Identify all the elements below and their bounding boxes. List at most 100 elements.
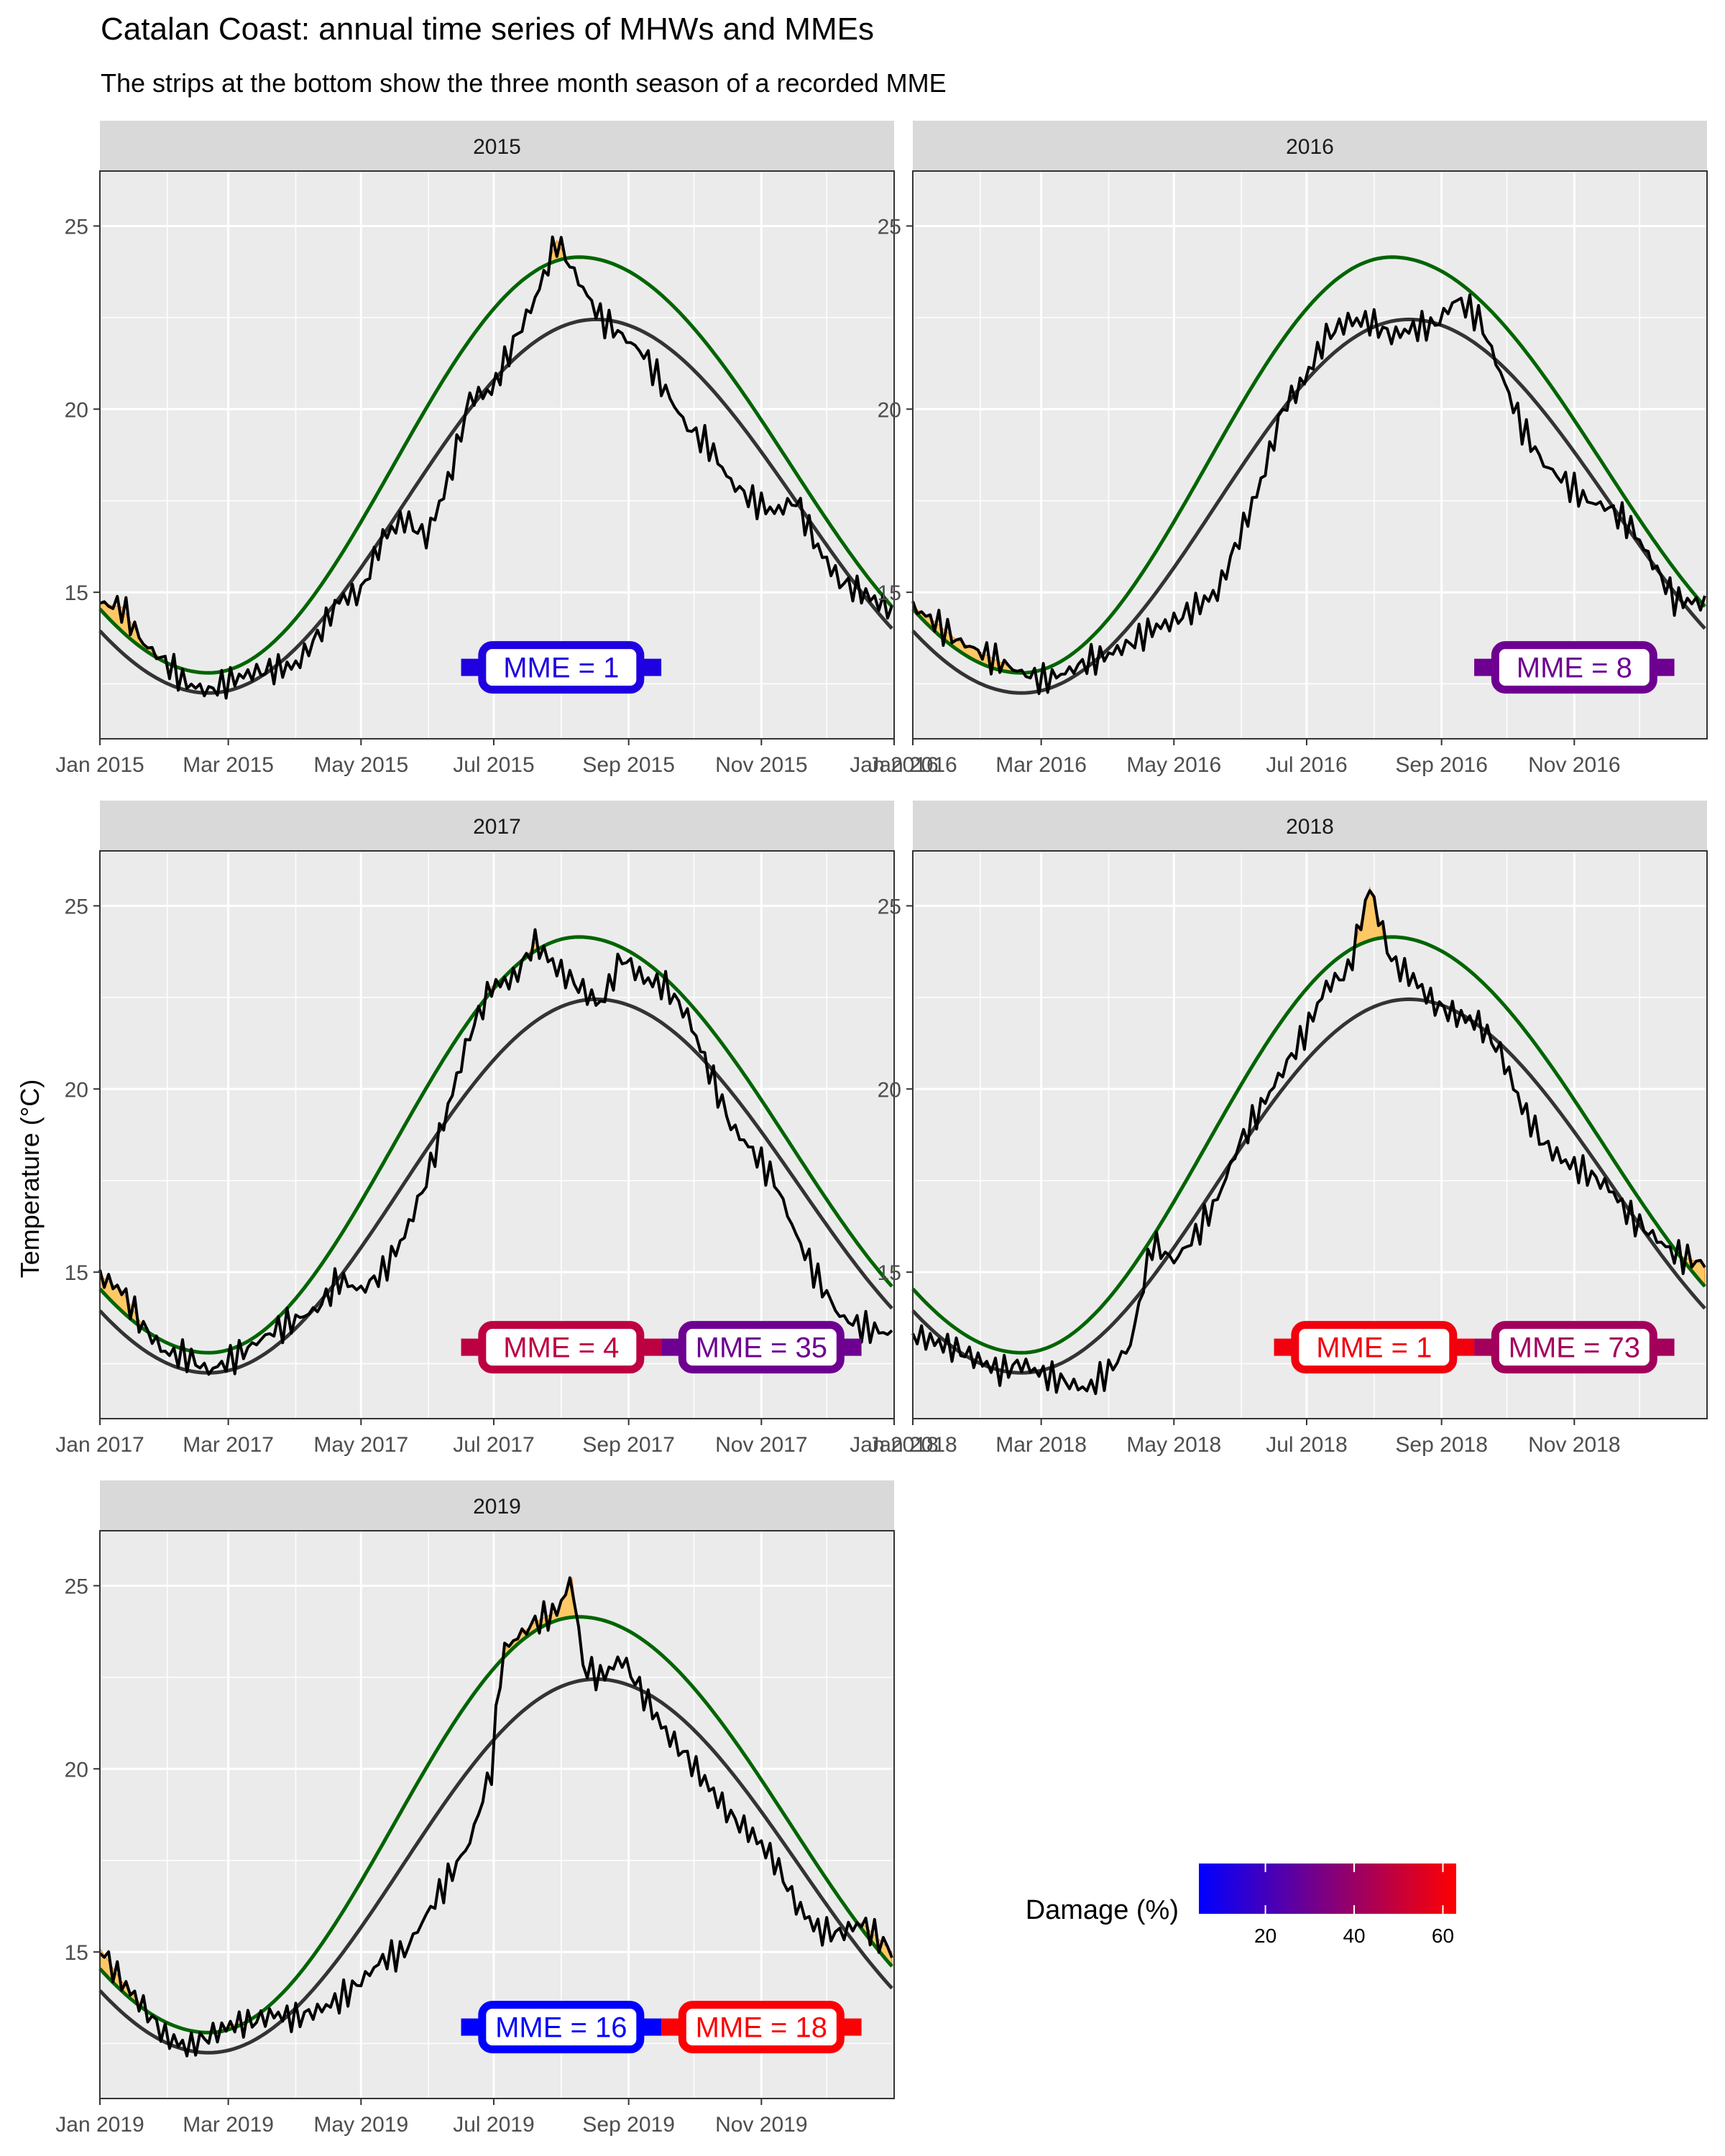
mme-badge	[1491, 641, 1657, 694]
y-tick-label: 20	[65, 1078, 88, 1102]
x-tick-label: Jan 2018	[850, 1433, 938, 1457]
chart-title: Catalan Coast: annual time series of MHW…	[101, 11, 874, 47]
panel-border	[99, 850, 895, 1419]
y-tick-label: 15	[878, 1261, 901, 1285]
x-tick-label: Nov 2016	[1528, 753, 1620, 777]
panel-2019: 2019 MME = 16 MME = 18 15 20 25 Jan 2019 Mar 20…	[55, 1480, 895, 2137]
mme-badge	[478, 1321, 645, 1374]
y-tick-label: 25	[65, 895, 88, 918]
x-tick-label: Nov 2017	[715, 1433, 807, 1457]
y-tick-label: 15	[65, 1941, 88, 1965]
mme-badge-label: MME = 16	[495, 2012, 627, 2044]
y-tick-label: 25	[878, 895, 901, 918]
facet-strip	[100, 1480, 894, 1531]
x-tick-label: Mar 2015	[183, 753, 274, 777]
threshold-line	[911, 935, 1706, 1355]
mme-badge	[1291, 1321, 1458, 1374]
legend-tick-label: 40	[1343, 1925, 1365, 1947]
x-tick-label: May 2016	[1126, 753, 1221, 777]
y-tick-label: 25	[878, 215, 901, 239]
panel-2016: 2016 MME = 8 15 20 25 Jan 2016 Mar 2016 May 201…	[868, 121, 1708, 777]
x-tick-label: Sep 2018	[1395, 1433, 1487, 1457]
chart-subtitle: The strips at the bottom show the three …	[101, 68, 947, 98]
x-tick-label: Jan 2016	[868, 753, 957, 777]
y-tick-label: 20	[65, 398, 88, 422]
x-tick-label: Sep 2017	[582, 1433, 674, 1457]
legend-title: Damage (%)	[1026, 1895, 1179, 1925]
x-tick-label: May 2017	[313, 1433, 408, 1457]
temperature-line	[911, 889, 1706, 1396]
x-tick-label: May 2015	[313, 753, 408, 777]
panel-border	[99, 170, 895, 740]
climatology-line	[911, 317, 1706, 695]
panel-2018: 2018 MME = 1 MME = 73 15 20 25 Jan 2018 Mar 201…	[868, 801, 1708, 1457]
temperature-line	[99, 235, 893, 700]
x-tick-label: Jan 2017	[55, 1433, 144, 1457]
x-tick-label: Nov 2018	[1528, 1433, 1620, 1457]
temperature-line	[98, 928, 893, 1376]
x-tick-label: Jul 2017	[453, 1433, 534, 1457]
damage-legend: Damage (%) 20 40 60	[1026, 1864, 1456, 1947]
mme-badge-label: MME = 35	[696, 1332, 827, 1364]
legend-colorbar	[1199, 1864, 1456, 1914]
x-tick-label: Jan 2019	[55, 2113, 144, 2137]
x-tick-label: Mar 2018	[995, 1433, 1087, 1457]
mme-badge	[678, 2001, 845, 2054]
mme-badge-label: MME = 1	[1316, 1332, 1432, 1364]
mme-badge-label: MME = 1	[503, 653, 619, 684]
x-tick-label: Sep 2019	[582, 2113, 674, 2137]
facet-strip	[913, 801, 1707, 851]
mme-badge	[478, 2001, 645, 2054]
x-tick-label: May 2019	[313, 2113, 408, 2137]
mme-badge	[1491, 1321, 1657, 1374]
y-tick-label: 15	[65, 1261, 88, 1285]
y-tick-label: 20	[878, 398, 901, 422]
x-tick-label: Jul 2018	[1266, 1433, 1347, 1457]
x-tick-label: Nov 2019	[715, 2113, 807, 2137]
facet-strip	[913, 121, 1707, 171]
panel-border	[99, 1530, 895, 2099]
mme-badge-label: MME = 4	[503, 1332, 619, 1364]
panel-border	[912, 850, 1708, 1419]
y-axis-label: Temperature (°C)	[15, 1079, 45, 1278]
x-tick-label: Jan 2015	[55, 753, 144, 777]
x-tick-label: Mar 2019	[183, 2113, 274, 2137]
y-tick-label: 15	[878, 581, 901, 605]
facet-strip-label: 2017	[473, 815, 521, 839]
facet-strip-label: 2016	[1286, 135, 1334, 159]
x-tick-label: Mar 2017	[183, 1433, 274, 1457]
x-tick-label: Jul 2015	[453, 753, 534, 777]
mme-badge-label: MME = 8	[1517, 653, 1632, 684]
facet-strip	[100, 121, 894, 171]
x-tick-label: Nov 2015	[715, 753, 807, 777]
mme-badge-label: MME = 73	[1509, 1332, 1640, 1364]
x-tick-label: Jan 2016	[850, 753, 938, 777]
facet-strip-label: 2015	[473, 135, 521, 159]
x-tick-label: May 2018	[1126, 1433, 1221, 1457]
y-tick-label: 20	[65, 1758, 88, 1782]
legend-tick-label: 60	[1432, 1925, 1454, 1947]
panel-border	[912, 170, 1708, 740]
x-tick-label: Jul 2016	[1266, 753, 1347, 777]
mme-badge-label: MME = 18	[696, 2012, 827, 2044]
y-tick-label: 25	[65, 215, 88, 239]
temperature-line	[98, 1576, 893, 2058]
y-tick-label: 15	[65, 581, 88, 605]
temperature-line	[911, 293, 1706, 696]
panel-2017: 2017 MME = 4 MME = 35 15 20 25 Jan 2017 Mar 201…	[55, 801, 939, 1457]
legend-ticks: 20 40 60	[1254, 1864, 1454, 1947]
y-tick-label: 25	[65, 1575, 88, 1598]
mme-badge	[678, 1321, 845, 1374]
climatology-line	[98, 1677, 893, 2055]
x-tick-label: Sep 2016	[1395, 753, 1487, 777]
mme-badge	[478, 641, 645, 694]
x-tick-label: Jan 2018	[868, 1433, 957, 1457]
x-tick-label: Sep 2015	[582, 753, 674, 777]
x-tick-label: Jul 2019	[453, 2113, 534, 2137]
climatology-line	[98, 997, 893, 1375]
facet-strip-label: 2019	[473, 1495, 521, 1519]
facet-strip-label: 2018	[1286, 815, 1334, 839]
